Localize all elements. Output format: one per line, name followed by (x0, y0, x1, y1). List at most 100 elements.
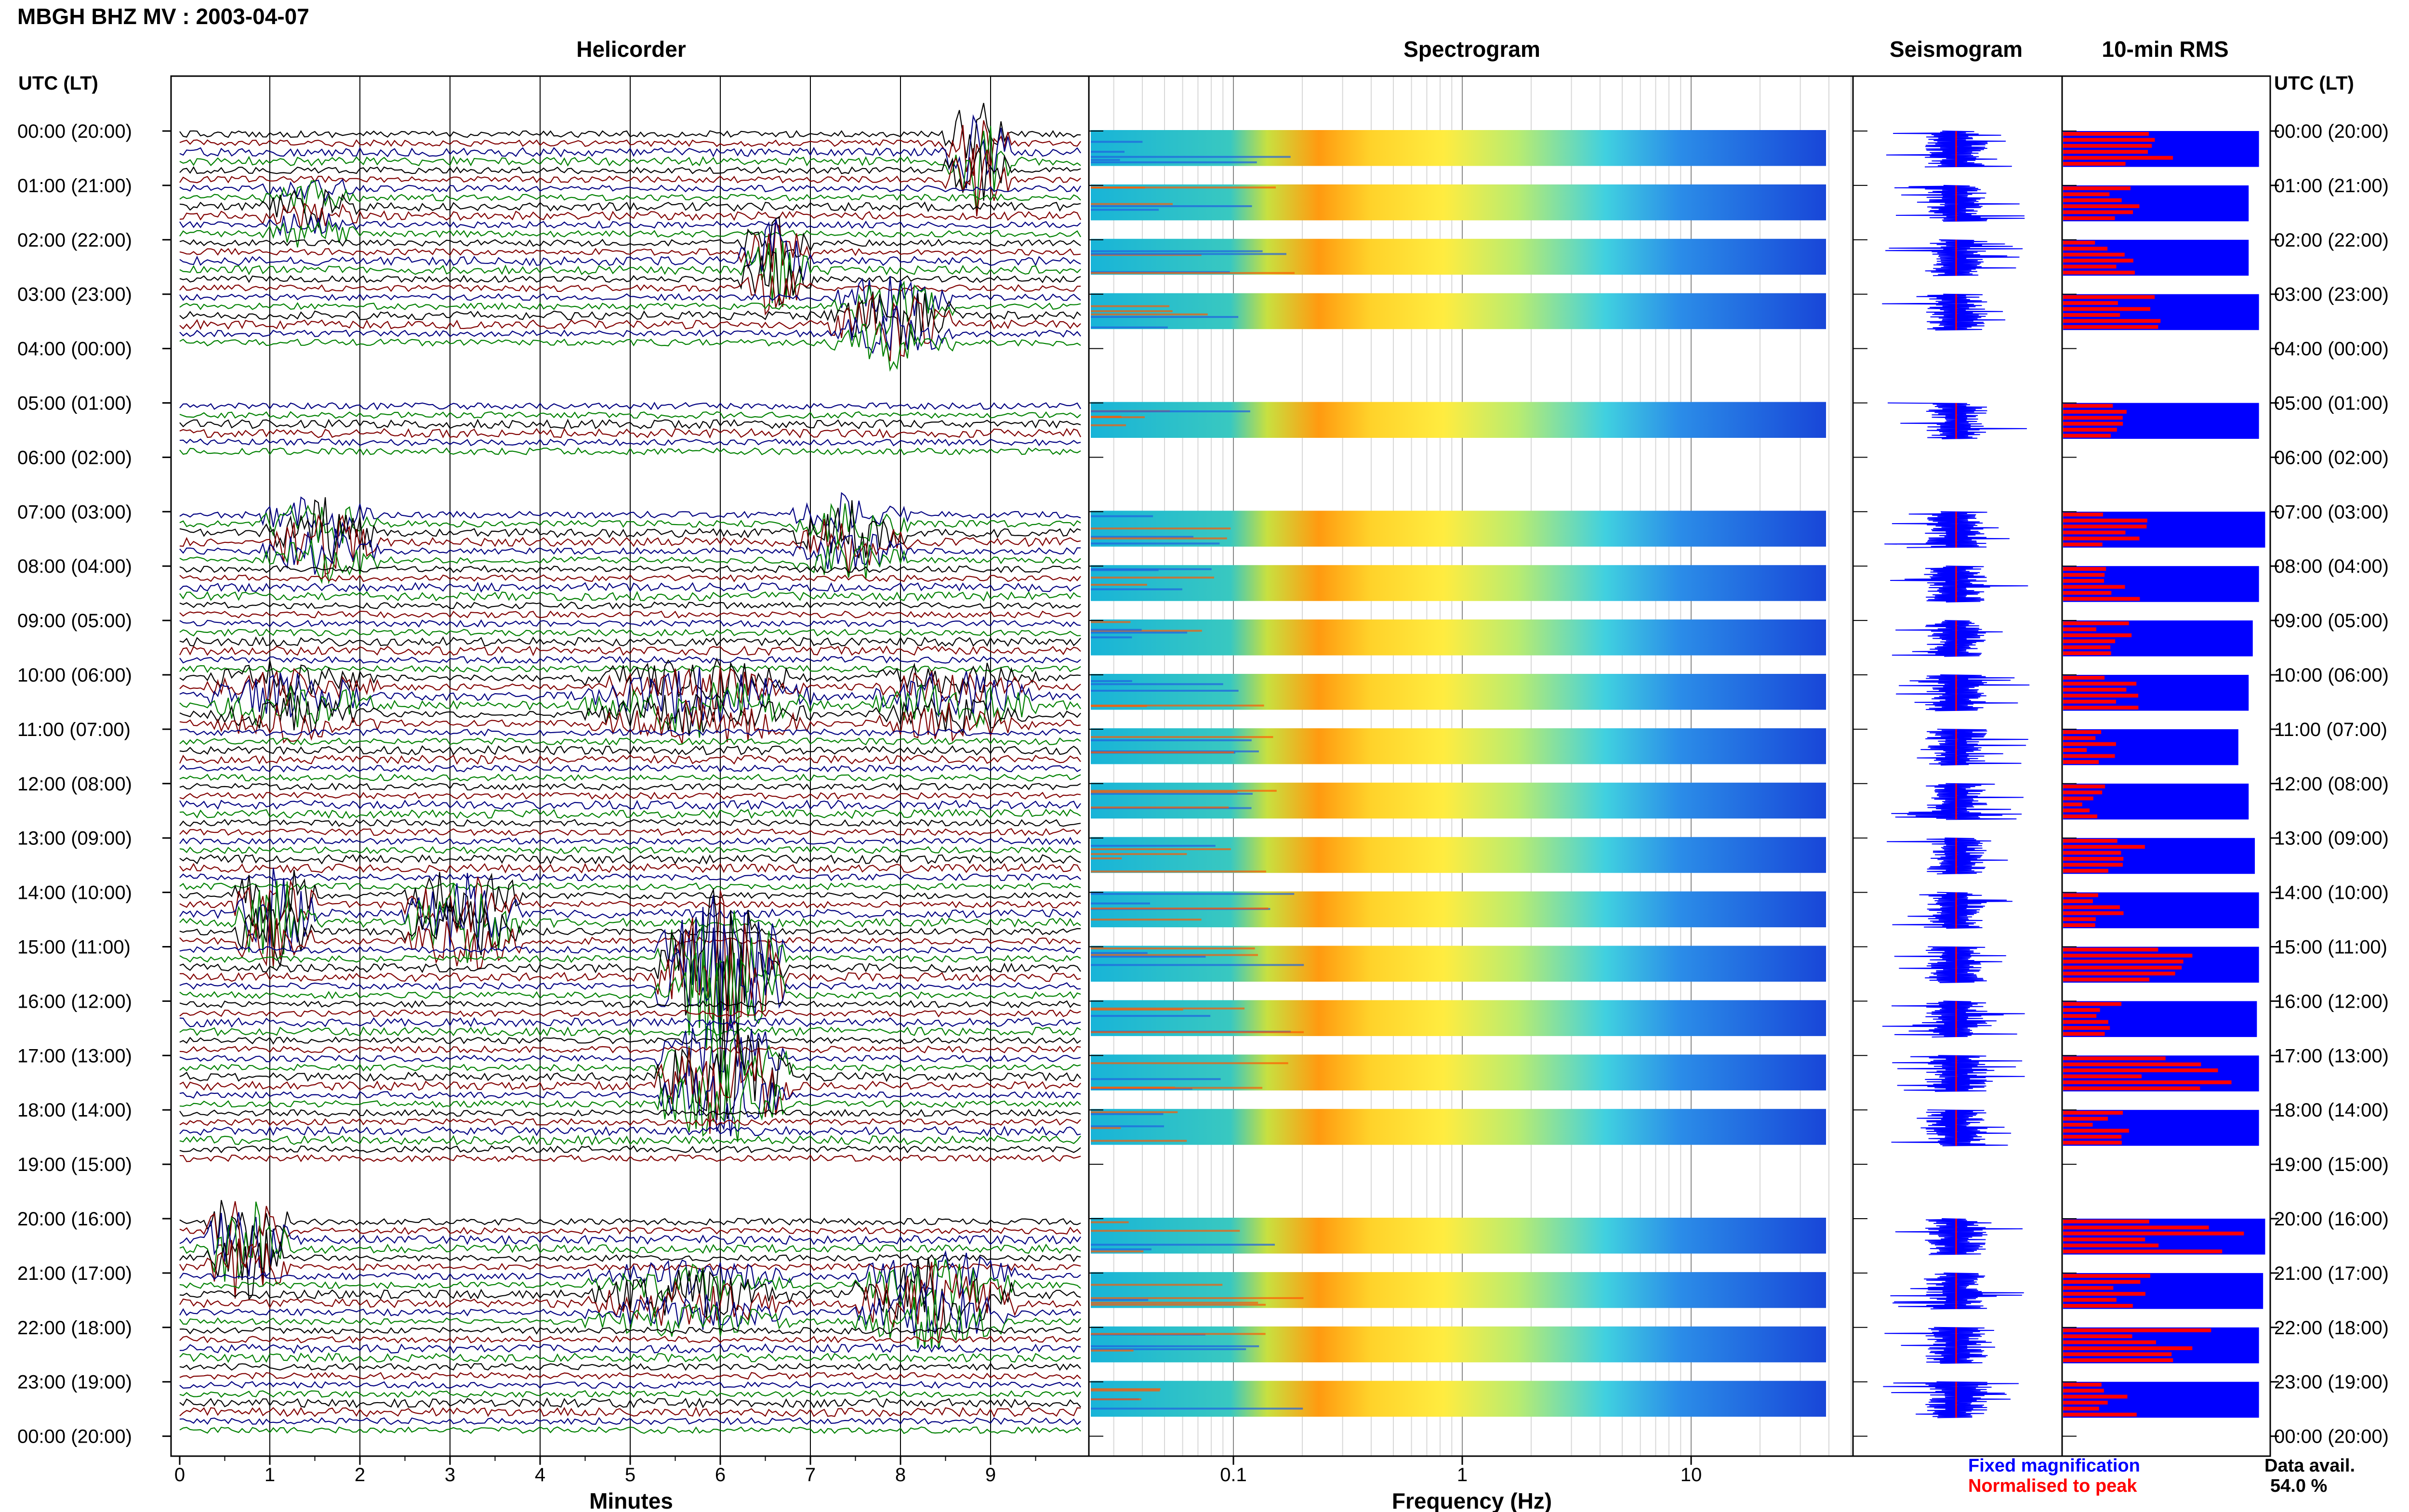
seismogram-trace (1884, 511, 2010, 548)
time-label-left: 16:00 (12:00) (17, 991, 132, 1012)
spectrogram-band (1091, 946, 1826, 982)
spectrogram-streak (1091, 568, 1212, 570)
seismogram-trace (1894, 946, 2006, 983)
spectrogram-streak (1091, 1221, 1129, 1223)
helicorder-trace (179, 1017, 1081, 1028)
time-labels: 00:00 (20:00) 00:00 (20:00) 01:00 (21:00) 0… (17, 121, 2389, 1447)
helicorder-trace (179, 402, 1081, 410)
spectrogram-streak (1091, 205, 1252, 208)
helicorder-xtick-label: 8 (895, 1464, 906, 1486)
helicorder-trace (179, 1426, 1081, 1434)
helicorder-trace (179, 665, 1081, 673)
spectrogram-streak (1091, 751, 1234, 753)
seismogram-traces (1882, 131, 2030, 1419)
seismogram-trace (1892, 1055, 2025, 1092)
helicorder-trace (179, 189, 1081, 229)
helicorder-trace (180, 1154, 1081, 1162)
rms-fixed-bar (2063, 294, 2259, 330)
spectrogram-band (1091, 565, 1826, 601)
spectrogram-streak (1091, 964, 1304, 966)
time-label-left: 09:00 (05:00) (17, 610, 132, 631)
rms-fixed-bar (2063, 838, 2255, 874)
spectrogram-streak (1091, 750, 1259, 752)
helicorder-trace (179, 828, 1081, 836)
spectrogram-bands (1091, 130, 1826, 1417)
time-label-left: 17:00 (13:00) (17, 1045, 132, 1066)
spectrogram-xtick-label: 1 (1457, 1464, 1468, 1486)
rms-peak-bar (2063, 518, 2147, 523)
helicorder-trace (179, 1343, 1081, 1354)
helicorder-trace (179, 1212, 1081, 1277)
time-label-right: 17:00 (13:00) (2274, 1045, 2389, 1066)
helicorder-trace (179, 887, 1081, 1026)
rms-peak-bar (2063, 1407, 2099, 1411)
time-label-right: 15:00 (11:00) (2274, 937, 2387, 958)
spectrogram-streak (1091, 159, 1120, 161)
rms-fixed-bar (2063, 1327, 2259, 1364)
rms-peak-bar (2063, 796, 2093, 801)
helicorder-trace (179, 1201, 1081, 1275)
rms-peak-bar (2063, 972, 2175, 976)
spectrogram-band (1091, 1218, 1826, 1254)
rms-peak-bar (2063, 965, 2182, 970)
helicorder-title: Helicorder (576, 37, 686, 62)
helicorder-trace (179, 873, 1081, 881)
spectrogram-streak (1091, 1113, 1164, 1115)
spectrogram-streak (1091, 680, 1132, 682)
spectrogram-streak (1091, 424, 1126, 426)
rms-peak-bar (2063, 579, 2105, 583)
spectrogram-streak (1091, 902, 1151, 905)
helicorder-trace (179, 1249, 1081, 1305)
time-label-left: 12:00 (08:00) (17, 774, 132, 795)
rms-fixed-bar (2063, 1110, 2259, 1146)
rms-peak-bar (2063, 259, 2133, 263)
helicorder-trace (179, 497, 1081, 563)
helicorder-trace (179, 800, 1081, 810)
helicorder-trace (179, 538, 1081, 585)
helicorder-trace (179, 103, 1081, 159)
helicorder-trace (179, 1390, 1081, 1398)
spectrogram-streak (1091, 1345, 1259, 1347)
helicorder-trace (179, 868, 1081, 951)
spectrogram-title: Spectrogram (1403, 37, 1540, 62)
rms-fixed-bar (2063, 892, 2259, 929)
spectrogram-streak (1091, 1087, 1263, 1089)
spectrogram-streak (1091, 1349, 1134, 1352)
seismogram-trace (1891, 783, 2024, 820)
helicorder-trace (179, 321, 1081, 372)
helicorder-trace (179, 1026, 1081, 1037)
rms-peak-bar (2063, 1225, 2209, 1230)
spectrogram-streak (1091, 156, 1291, 158)
time-label-right: 13:00 (09:00) (2274, 828, 2389, 849)
spectrogram-band (1091, 1381, 1826, 1417)
rms-bars (2063, 131, 2265, 1418)
time-label-left: 05:00 (01:00) (17, 393, 132, 414)
spectrogram-streak (1091, 416, 1122, 418)
rms-peak-bar (2063, 162, 2126, 166)
spectrogram-streak (1091, 161, 1257, 164)
data-avail-label: Data avail. (2264, 1456, 2355, 1476)
helicorder-trace (179, 222, 1081, 272)
seismogram-trace (1890, 565, 2028, 603)
helicorder-trace (179, 428, 1081, 439)
helicorder-trace (179, 503, 1081, 547)
spectrogram-streak (1091, 272, 1295, 274)
helicorder-trace (179, 271, 1081, 316)
spectrogram-streak (1091, 316, 1239, 318)
spectrogram-streak (1091, 689, 1239, 692)
spectrogram-streak (1091, 919, 1202, 921)
time-label-right: 14:00 (10:00) (2274, 882, 2389, 904)
spectrogram-band (1091, 728, 1826, 764)
time-label-right: 06:00 (02:00) (2274, 447, 2389, 468)
time-label-left: 10:00 (06:00) (17, 665, 132, 686)
helicorder-trace (179, 574, 1081, 583)
helicorder-trace (179, 1229, 1081, 1301)
legend-fixed: Fixed magnification (1968, 1456, 2140, 1476)
spectrogram-streak (1091, 907, 1269, 910)
spectrogram-band (1091, 782, 1826, 819)
rms-peak-bar (2063, 252, 2125, 257)
rms-peak-bar (2063, 687, 2127, 692)
rms-peak-bar (2063, 1026, 2110, 1030)
helicorder-trace (179, 754, 1081, 765)
panel-frame (2061, 75, 2271, 1457)
